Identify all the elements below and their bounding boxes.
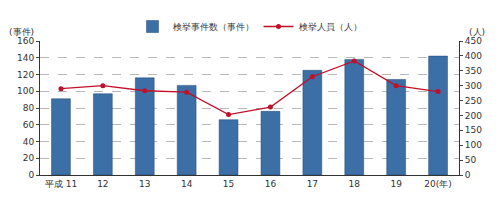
svg-text:検挙事件数（事件）: 検挙事件数（事件）: [173, 22, 254, 32]
svg-text:18: 18: [349, 179, 361, 189]
svg-text:60: 60: [23, 120, 35, 130]
svg-text:100: 100: [17, 86, 34, 96]
svg-text:19: 19: [390, 179, 402, 189]
svg-text:120: 120: [17, 70, 34, 80]
svg-text:14: 14: [181, 179, 193, 189]
svg-text:400: 400: [465, 51, 482, 61]
svg-text:16: 16: [265, 179, 277, 189]
svg-text:300: 300: [465, 81, 482, 91]
svg-text:200: 200: [465, 111, 482, 121]
svg-text:(事件): (事件): [9, 27, 34, 37]
svg-text:450: 450: [465, 36, 482, 46]
svg-text:17: 17: [307, 179, 318, 189]
svg-text:平成 11: 平成 11: [45, 179, 77, 189]
svg-text:160: 160: [17, 36, 34, 46]
svg-text:40: 40: [23, 137, 35, 147]
svg-text:検挙人員（人）: 検挙人員（人）: [299, 22, 362, 32]
svg-text:(人): (人): [469, 27, 485, 37]
svg-text:0: 0: [465, 170, 471, 180]
svg-text:0: 0: [28, 170, 34, 180]
svg-text:15: 15: [223, 179, 234, 189]
svg-text:100: 100: [465, 140, 482, 150]
svg-text:50: 50: [465, 155, 477, 165]
svg-text:350: 350: [465, 66, 482, 76]
svg-text:140: 140: [17, 53, 34, 63]
svg-text:150: 150: [465, 125, 482, 135]
svg-text:80: 80: [23, 103, 35, 113]
svg-text:250: 250: [465, 96, 482, 106]
svg-text:13: 13: [139, 179, 150, 189]
svg-text:20: 20: [23, 153, 35, 163]
svg-text:20(年): 20(年): [424, 179, 451, 189]
svg-text:12: 12: [97, 179, 108, 189]
